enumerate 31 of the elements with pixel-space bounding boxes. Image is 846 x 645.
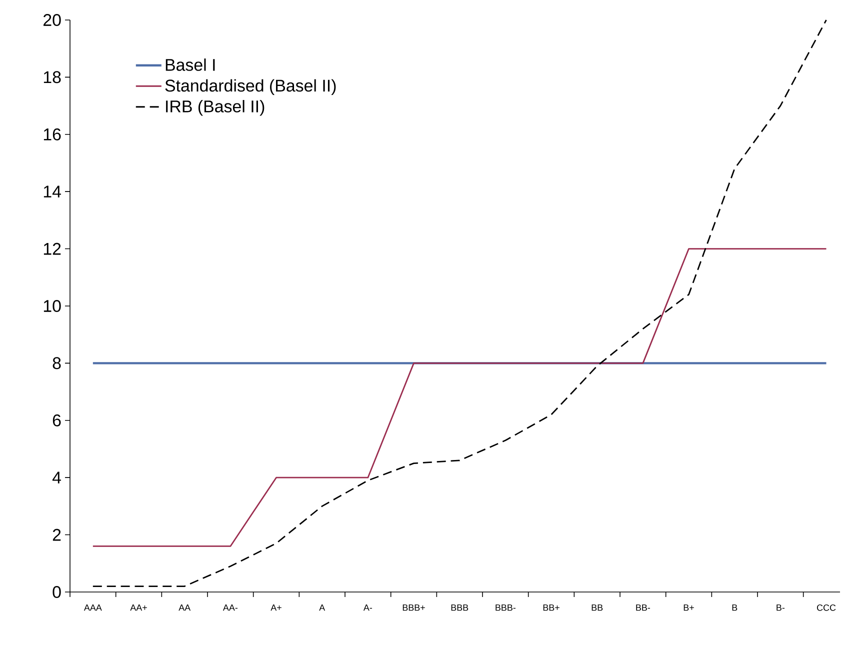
legend-label: Basel I — [166, 58, 215, 71]
y-tick-label: 18 — [44, 71, 61, 84]
x-tick-label: A- — [363, 604, 372, 611]
x-tick-label: AA+ — [130, 604, 147, 611]
y-tick-label: 8 — [52, 357, 61, 370]
x-tick-label: BB- — [636, 604, 650, 611]
y-tick-label: 14 — [44, 186, 61, 198]
x-tick-label: AA — [178, 604, 191, 611]
y-tick-label: 12 — [44, 242, 61, 255]
y-tick-label: 6 — [52, 414, 61, 426]
legend-label: IRB (Basel II) — [166, 100, 264, 116]
x-tick-label: AAA — [84, 604, 102, 611]
x-tick-label: CCC — [817, 604, 836, 611]
x-tick-label: B — [732, 604, 738, 611]
x-tick-label: BB — [592, 604, 603, 611]
y-tick-label: 20 — [44, 14, 61, 26]
x-tick-label: BBB+ — [402, 604, 425, 611]
x-tick-label: BB+ — [543, 604, 560, 611]
x-tick-label: AA- — [222, 604, 238, 611]
legend-label: Standardised (Basel II) — [165, 79, 336, 96]
y-tick-label: 0 — [52, 586, 61, 598]
y-tick-label: 4 — [52, 472, 61, 484]
x-tick-label: A — [319, 604, 326, 611]
y-tick-label: 10 — [44, 300, 61, 312]
x-tick-label: B+ — [684, 604, 694, 611]
x-tick-label: BBB — [451, 604, 468, 611]
y-tick-label: 16 — [44, 128, 61, 140]
x-tick-label: BBB- — [496, 604, 516, 611]
y-tick-label: 2 — [52, 528, 61, 541]
x-tick-label: B- — [776, 604, 785, 611]
x-tick-label: A+ — [270, 604, 282, 611]
